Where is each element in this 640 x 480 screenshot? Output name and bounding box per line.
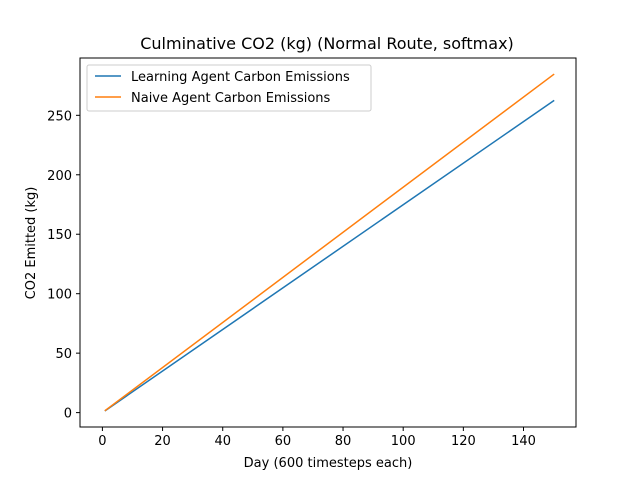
y-tick-label: 0: [64, 407, 72, 422]
y-tick-label: 200: [47, 169, 72, 184]
x-tick-label: 120: [451, 434, 476, 449]
x-tick-label: 80: [335, 434, 352, 449]
x-tick-label: 60: [275, 434, 292, 449]
y-tick-label: 50: [55, 347, 72, 362]
legend-label-learning-agent: Learning Agent Carbon Emissions: [131, 70, 350, 85]
series-layer: [104, 73, 555, 412]
series-line-learning-agent: [104, 99, 555, 412]
legend-label-naive-agent: Naive Agent Carbon Emissions: [131, 91, 331, 106]
y-tick-label: 250: [47, 109, 72, 124]
y-axis-label: CO2 Emitted (kg): [24, 187, 39, 300]
y-axis: 0 50 100 150 200 250: [47, 109, 80, 422]
x-tick-label: 140: [511, 434, 536, 449]
x-tick-label: 20: [154, 434, 171, 449]
chart-title: Culminative CO2 (kg) (Normal Route, soft…: [140, 34, 514, 53]
x-tick-label: 0: [98, 434, 106, 449]
legend-box: [86, 64, 372, 112]
series-line-naive-agent: [104, 73, 555, 412]
y-tick-label: 150: [47, 228, 72, 243]
x-axis-label: Day (600 timesteps each): [244, 456, 413, 471]
plot-frame: [79, 57, 577, 428]
x-axis: 0 20 40 60 80 100 120 140: [98, 427, 536, 449]
legend: Learning Agent Carbon Emissions Naive Ag…: [86, 64, 372, 112]
y-tick-label: 100: [47, 288, 72, 303]
x-tick-label: 40: [214, 434, 231, 449]
x-tick-label: 100: [391, 434, 416, 449]
